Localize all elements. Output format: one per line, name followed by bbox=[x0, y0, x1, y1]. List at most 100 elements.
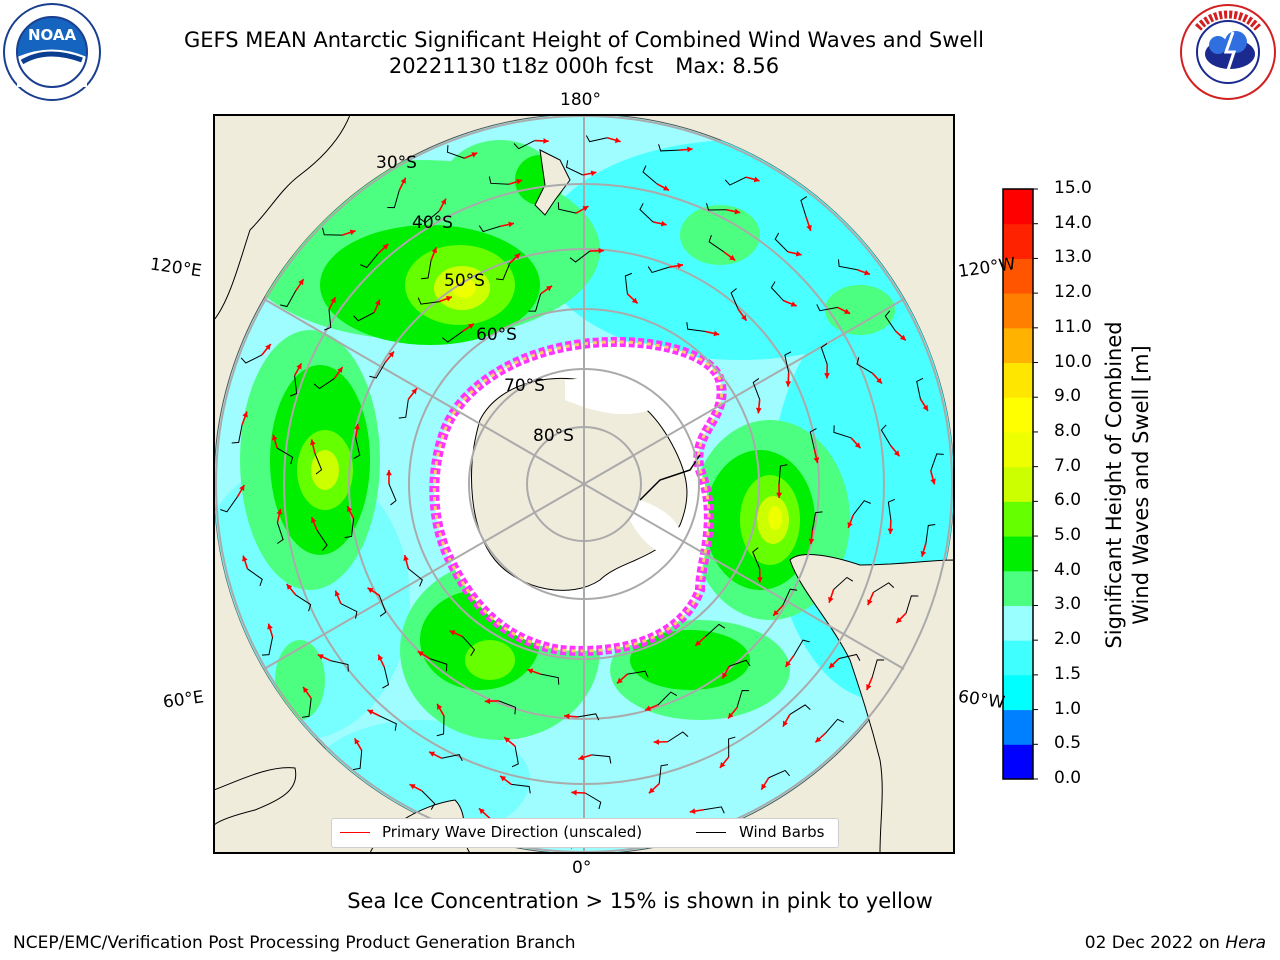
wind-barb bbox=[809, 428, 817, 450]
wave-arrow-head bbox=[648, 787, 655, 794]
map-legend: Primary Wave Direction (unscaled) Wind B… bbox=[331, 818, 839, 848]
wave-arrow-head bbox=[334, 590, 341, 597]
wind-barb bbox=[880, 424, 892, 446]
colorbar-tick-label: 9.0 bbox=[1054, 386, 1082, 407]
wave-arrow-head bbox=[311, 517, 317, 524]
wave-arrow-head bbox=[276, 508, 283, 515]
wave-arrow-head bbox=[920, 550, 927, 557]
wave-arrow-head bbox=[590, 170, 597, 177]
wind-barb bbox=[884, 310, 896, 332]
wind-barb bbox=[276, 522, 284, 544]
wave-arrow-head bbox=[303, 686, 309, 693]
wave-arrow-head bbox=[785, 660, 791, 667]
wave-arrow-head bbox=[598, 247, 604, 254]
wave-arrow-head bbox=[719, 761, 726, 768]
wind-barb bbox=[905, 595, 919, 614]
wind-barb bbox=[752, 547, 761, 569]
wave-arrow-head bbox=[645, 705, 652, 711]
wind-barb bbox=[833, 425, 852, 439]
wave-arrow-head bbox=[546, 285, 553, 292]
wave-arrow-head bbox=[239, 485, 245, 492]
wave-arrow-head bbox=[734, 208, 741, 215]
colorbar-tick-label: 6.0 bbox=[1054, 490, 1082, 511]
wave-arrow-head bbox=[930, 478, 936, 485]
wind-barb bbox=[784, 351, 792, 373]
wind-barb bbox=[511, 783, 531, 794]
run-time: 20221130 t18z 000h fcst bbox=[388, 54, 654, 78]
wind-barb bbox=[462, 636, 476, 656]
wind-barb bbox=[838, 653, 861, 661]
wave-arrow-head bbox=[689, 808, 696, 814]
wind-legend-label: Wind Barbs bbox=[739, 823, 825, 841]
colorbar-tick-label: 4.0 bbox=[1054, 559, 1082, 580]
wind-barb bbox=[706, 203, 727, 211]
colorbar-frame bbox=[1002, 188, 1034, 780]
wind-barb bbox=[316, 529, 328, 551]
wind-barb bbox=[577, 713, 600, 721]
wind-barb bbox=[421, 790, 436, 810]
wave-arrow-head bbox=[616, 677, 623, 684]
noaa-logo-text: NOAA bbox=[28, 26, 77, 44]
colorbar-segment bbox=[1003, 258, 1033, 294]
wind-barb bbox=[330, 660, 349, 672]
wind-barb bbox=[930, 453, 944, 472]
wind-barb bbox=[565, 160, 583, 176]
wave-arrow-head bbox=[508, 221, 514, 228]
colorbar-segment bbox=[1003, 327, 1033, 364]
wave-arrow-head bbox=[337, 367, 343, 374]
wind-barb bbox=[280, 290, 297, 308]
wave-arrow-head bbox=[571, 789, 577, 796]
colorbar-tick-label: 0.0 bbox=[1054, 768, 1082, 788]
wave-arrow-head bbox=[677, 262, 684, 269]
wind-barb bbox=[313, 378, 335, 390]
wave-legend-label: Primary Wave Direction (unscaled) bbox=[382, 823, 643, 841]
wind-barb bbox=[782, 588, 798, 606]
wave-arrow-head bbox=[847, 522, 853, 529]
wind-barb bbox=[398, 399, 409, 419]
wave-arrow-head bbox=[271, 434, 278, 441]
wave-arrow-head bbox=[695, 640, 702, 646]
wave-arrow-head bbox=[728, 712, 734, 719]
wave-arrow-head bbox=[367, 587, 374, 594]
wind-barb bbox=[730, 288, 739, 310]
wind-barb bbox=[800, 196, 808, 218]
wave-arrow-head bbox=[806, 224, 812, 231]
wind-barb bbox=[441, 754, 463, 762]
colorbar-segment bbox=[1003, 501, 1033, 537]
lat-label-40s: 40°S bbox=[412, 213, 453, 233]
wave-arrow-head bbox=[317, 654, 324, 660]
wave-arrow-head bbox=[631, 297, 638, 304]
colorbar-title-line2: Wind Waves and Swell [m] bbox=[1129, 345, 1153, 625]
wind-barb bbox=[833, 576, 854, 590]
wave-arrow-head bbox=[867, 599, 873, 606]
wave-arrow-head bbox=[614, 137, 621, 143]
wave-arrow-head bbox=[514, 253, 521, 260]
date-text: 02 Dec 2022 on bbox=[1084, 933, 1220, 953]
wind-barb bbox=[419, 210, 440, 224]
wave-arrow-head bbox=[824, 373, 830, 379]
wave-arrow-head bbox=[330, 297, 336, 304]
wind-barb bbox=[736, 689, 750, 708]
wind-barb bbox=[429, 658, 448, 672]
wave-arrow-head bbox=[813, 457, 820, 464]
wave-arrow-head bbox=[722, 672, 728, 679]
wind-barb bbox=[925, 523, 936, 544]
lat-label-30s: 30°S bbox=[376, 153, 417, 173]
wind-barb bbox=[488, 176, 509, 185]
wave-arrow-head bbox=[854, 442, 861, 449]
wind-barb bbox=[639, 203, 654, 223]
wave-arrow-head bbox=[653, 739, 660, 745]
wind-barb bbox=[816, 304, 838, 312]
wave-arrow-head bbox=[516, 178, 523, 185]
nws-logo bbox=[1178, 2, 1278, 102]
wind-barb bbox=[820, 343, 828, 365]
wind-barb bbox=[657, 691, 678, 706]
wave-arrow-head bbox=[449, 630, 456, 636]
wind-legend-swatch bbox=[696, 832, 726, 833]
wind-barb bbox=[729, 659, 751, 667]
colorbar-tick-label: 1.5 bbox=[1054, 663, 1082, 684]
wind-barb bbox=[240, 354, 263, 364]
wave-arrow-head bbox=[354, 738, 360, 745]
wind-barb bbox=[667, 731, 689, 743]
wave-arrow-head bbox=[386, 470, 392, 476]
